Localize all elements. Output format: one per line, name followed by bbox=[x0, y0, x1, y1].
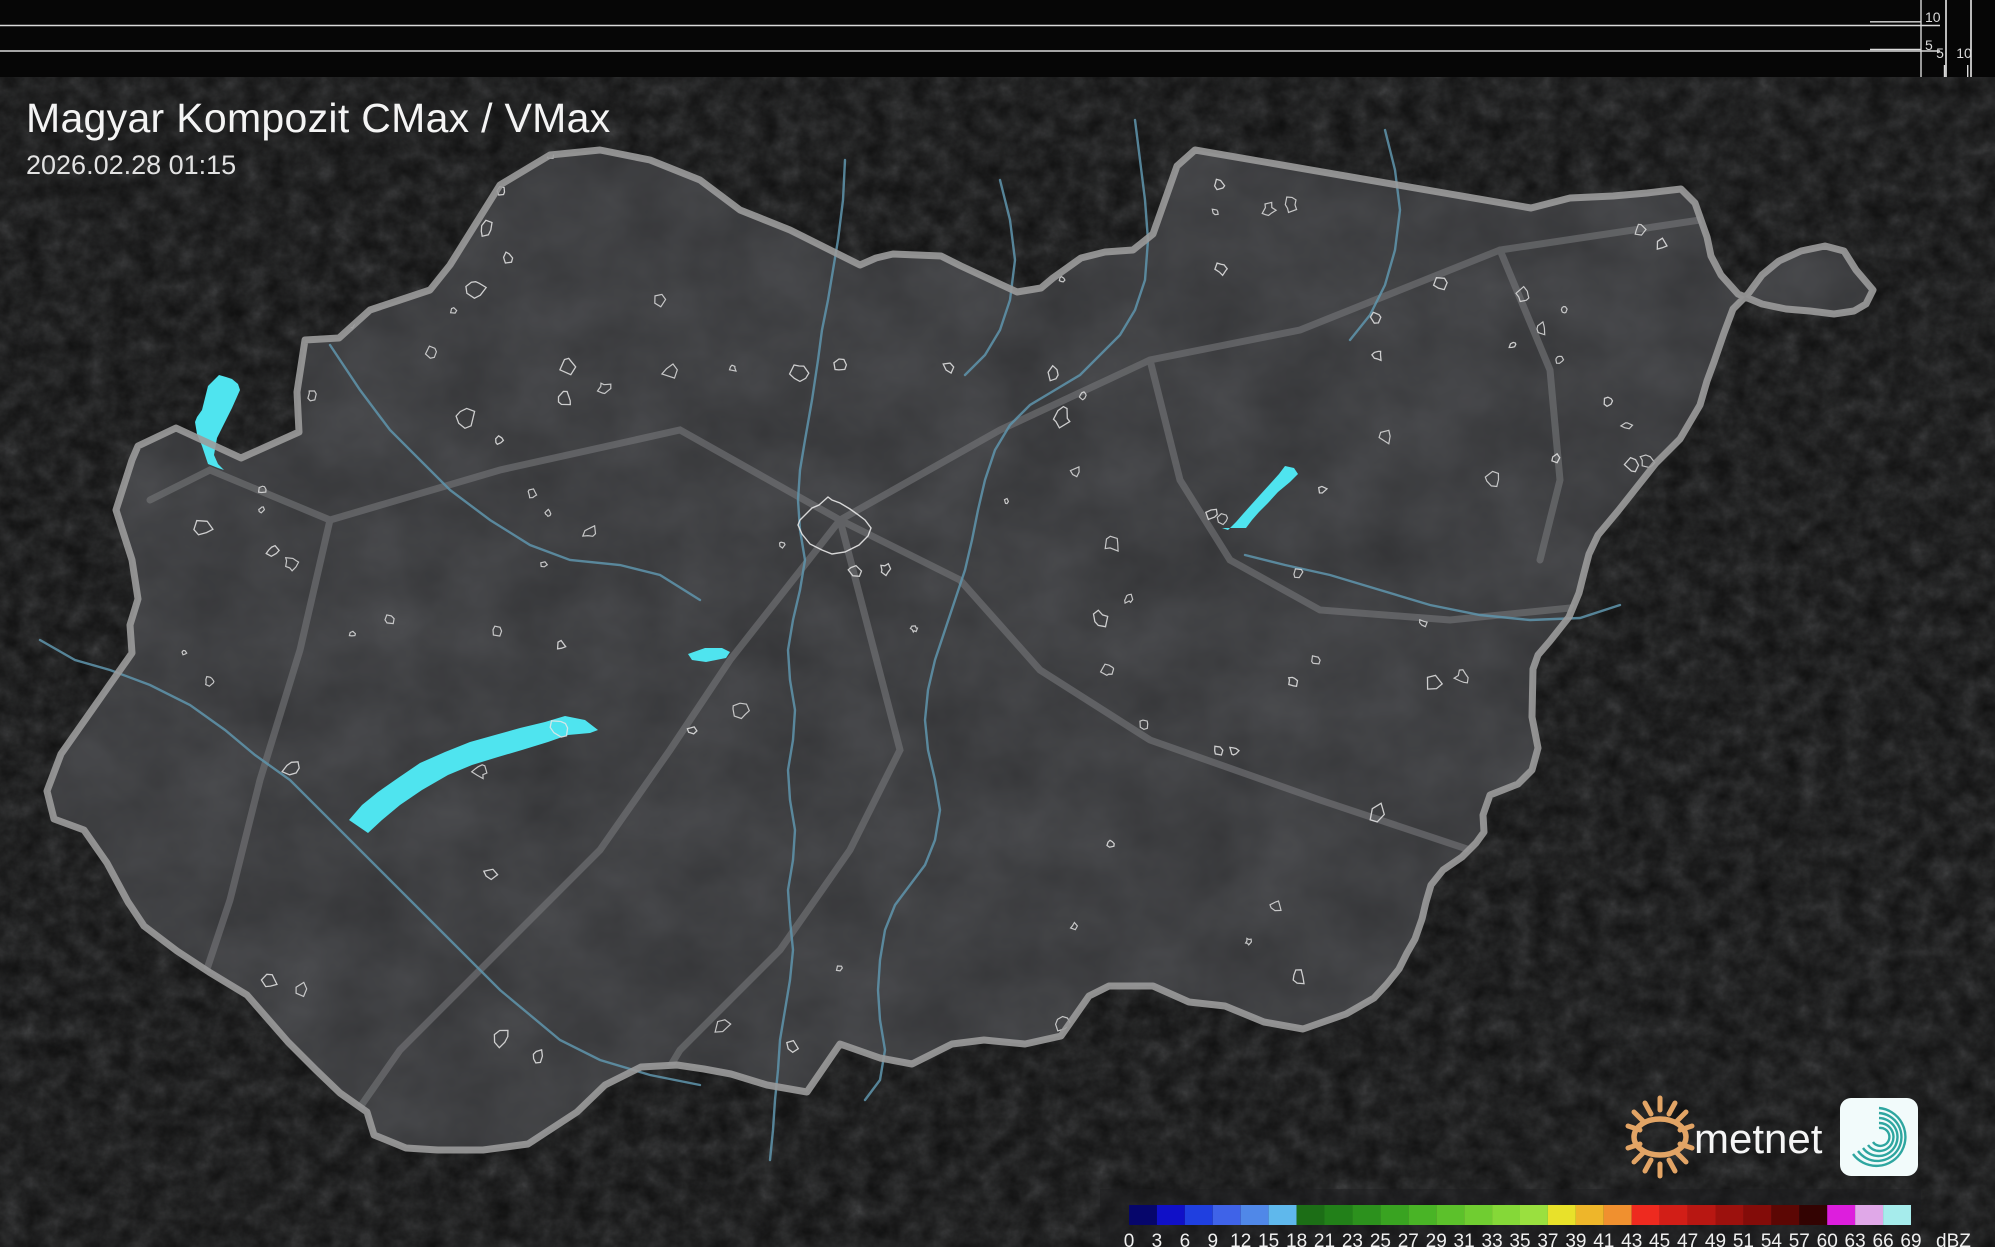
svg-text:33: 33 bbox=[1482, 1231, 1503, 1247]
svg-text:dBZ: dBZ bbox=[1936, 1231, 1971, 1247]
svg-text:0: 0 bbox=[1124, 1231, 1135, 1247]
svg-text:47: 47 bbox=[1677, 1231, 1698, 1247]
svg-text:10: 10 bbox=[1925, 9, 1941, 25]
svg-text:60: 60 bbox=[1817, 1231, 1838, 1247]
svg-text:39: 39 bbox=[1565, 1231, 1586, 1247]
svg-text:metnet: metnet bbox=[1694, 1115, 1823, 1162]
svg-text:29: 29 bbox=[1426, 1231, 1447, 1247]
svg-text:31: 31 bbox=[1454, 1231, 1475, 1247]
svg-text:18: 18 bbox=[1286, 1231, 1307, 1247]
svg-text:57: 57 bbox=[1789, 1231, 1810, 1247]
svg-text:51: 51 bbox=[1733, 1231, 1754, 1247]
svg-text:35: 35 bbox=[1509, 1231, 1530, 1247]
svg-text:69: 69 bbox=[1900, 1231, 1921, 1247]
svg-text:37: 37 bbox=[1537, 1231, 1558, 1247]
svg-text:27: 27 bbox=[1398, 1231, 1419, 1247]
svg-text:41: 41 bbox=[1593, 1231, 1614, 1247]
svg-text:49: 49 bbox=[1705, 1231, 1726, 1247]
svg-text:43: 43 bbox=[1621, 1231, 1642, 1247]
svg-text:15: 15 bbox=[1258, 1231, 1279, 1247]
svg-text:12: 12 bbox=[1230, 1231, 1251, 1247]
svg-text:5: 5 bbox=[1936, 45, 1944, 61]
svg-text:21: 21 bbox=[1314, 1231, 1335, 1247]
svg-text:3: 3 bbox=[1152, 1231, 1163, 1247]
svg-text:6: 6 bbox=[1180, 1231, 1191, 1247]
svg-text:5: 5 bbox=[1925, 37, 1933, 53]
svg-text:66: 66 bbox=[1873, 1231, 1894, 1247]
svg-text:10: 10 bbox=[1956, 45, 1972, 61]
svg-text:23: 23 bbox=[1342, 1231, 1363, 1247]
svg-text:25: 25 bbox=[1370, 1231, 1391, 1247]
svg-text:63: 63 bbox=[1845, 1231, 1866, 1247]
svg-text:45: 45 bbox=[1649, 1231, 1670, 1247]
svg-text:54: 54 bbox=[1761, 1231, 1783, 1247]
svg-text:9: 9 bbox=[1208, 1231, 1219, 1247]
